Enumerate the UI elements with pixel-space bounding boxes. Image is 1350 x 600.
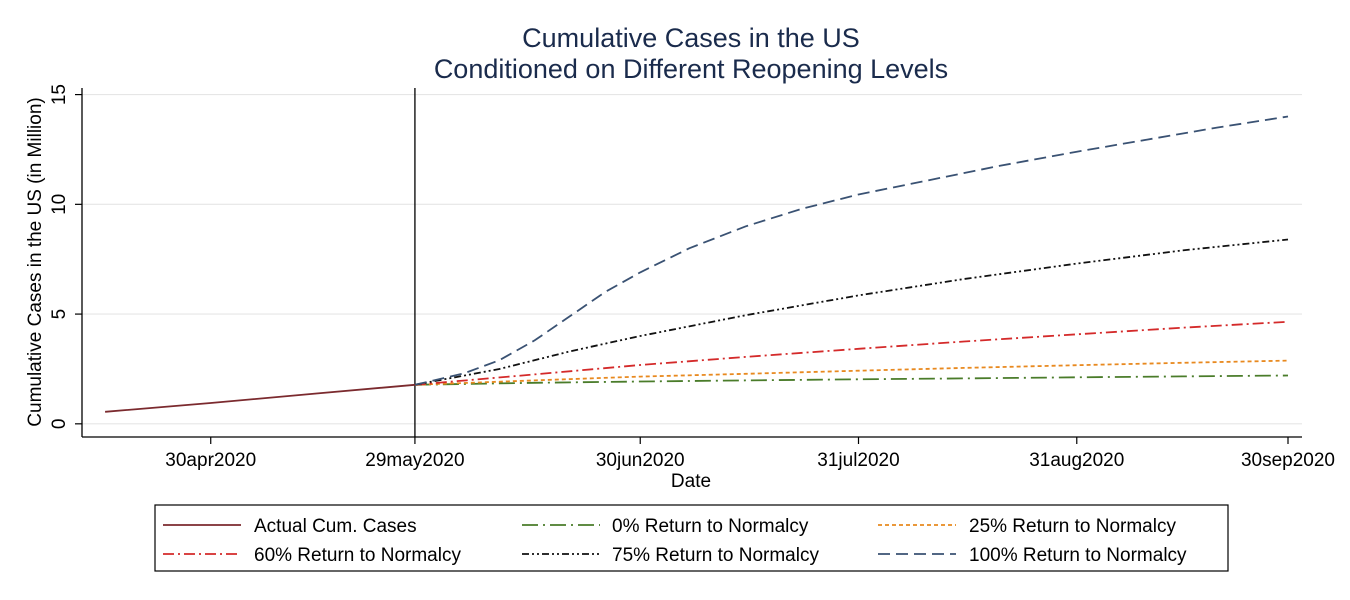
y-axis-label: Cumulative Cases in the US (in Million) <box>25 97 46 426</box>
series-lines <box>105 115 1289 413</box>
y-tick-label: 0 <box>49 419 70 430</box>
axes: 0 5 10 15 30apr2020 29may2020 30jun2020 31jul20… <box>49 84 1335 471</box>
legend-label: 75% Return to Normalcy <box>612 545 819 566</box>
legend-box <box>154 504 1229 572</box>
legend-label: 0% Return to Normalcy <box>612 516 809 537</box>
legend-label: Actual Cum. Cases <box>254 516 417 537</box>
y-tick-label: 10 <box>49 194 70 215</box>
legend-label: 100% Return to Normalcy <box>969 545 1187 566</box>
series-line-4 <box>414 238 1289 386</box>
legend: Actual Cum. Cases 0% Return to Normalcy 25… <box>163 516 1187 566</box>
x-tick-label: 29may2020 <box>365 450 464 471</box>
gridlines <box>82 93 1302 425</box>
legend-label: 60% Return to Normalcy <box>254 545 461 566</box>
x-tick-label: 31jul2020 <box>817 450 899 471</box>
y-tick-label: 15 <box>49 84 70 105</box>
series-line-3 <box>414 320 1289 386</box>
x-tick-label: 30sep2020 <box>1241 450 1335 471</box>
y-tick-label: 5 <box>49 309 70 320</box>
series-line-5 <box>414 115 1289 386</box>
series-line-2 <box>414 359 1289 386</box>
series-line-1 <box>414 374 1289 386</box>
series-line-0 <box>105 383 415 413</box>
x-tick-label: 31aug2020 <box>1029 450 1124 471</box>
chart-title: Cumulative Cases in the US <box>522 23 860 53</box>
legend-label: 25% Return to Normalcy <box>969 516 1176 537</box>
x-axis-label: Date <box>671 471 711 492</box>
x-tick-label: 30jun2020 <box>596 450 685 471</box>
chart-subtitle: Conditioned on Different Reopening Level… <box>434 54 948 84</box>
x-tick-label: 30apr2020 <box>165 450 256 471</box>
